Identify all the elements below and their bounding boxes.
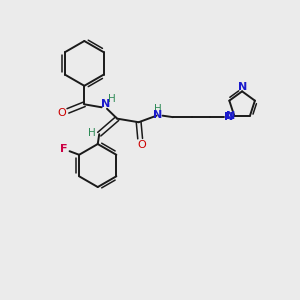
Text: O: O: [137, 140, 146, 150]
Text: H: H: [108, 94, 116, 104]
Text: F: F: [60, 144, 67, 154]
Text: N: N: [238, 82, 247, 92]
Text: N: N: [153, 110, 163, 120]
Text: H: H: [154, 104, 162, 114]
Text: H: H: [88, 128, 96, 138]
Text: N: N: [101, 99, 110, 109]
Text: O: O: [57, 108, 66, 118]
Text: N: N: [226, 111, 235, 121]
Text: N: N: [224, 112, 233, 122]
